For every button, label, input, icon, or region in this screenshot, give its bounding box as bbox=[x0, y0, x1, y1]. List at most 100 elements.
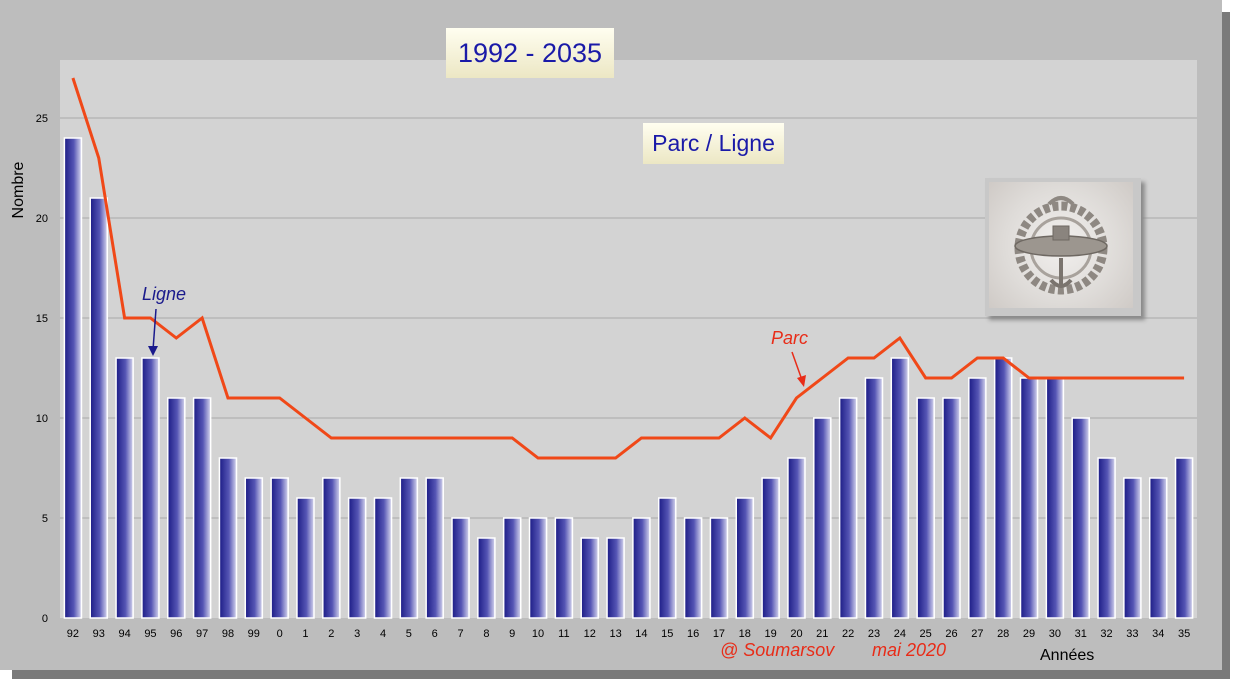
bar-series-ligne bbox=[63, 137, 1194, 619]
bar-12 bbox=[580, 537, 600, 619]
bar-15 bbox=[657, 497, 677, 619]
y-tick-label: 5 bbox=[42, 513, 48, 525]
x-axis-label: Années bbox=[1040, 647, 1095, 664]
bar-94 bbox=[115, 357, 134, 619]
x-tick-label: 1 bbox=[302, 628, 308, 640]
x-tick-label: 30 bbox=[1049, 628, 1061, 640]
ligne-arrow-head bbox=[148, 346, 158, 356]
bar-3 bbox=[347, 497, 367, 619]
y-tick-label: 0 bbox=[42, 613, 48, 625]
bar-9 bbox=[502, 517, 522, 619]
y-tick-label: 10 bbox=[36, 413, 48, 425]
bar-16 bbox=[683, 517, 703, 619]
x-tick-label: 28 bbox=[997, 628, 1009, 640]
bar-32 bbox=[1097, 457, 1116, 619]
bar-4 bbox=[373, 497, 393, 619]
x-tick-label: 8 bbox=[483, 628, 489, 640]
x-tick-label: 26 bbox=[945, 628, 957, 640]
x-tick-label: 22 bbox=[842, 628, 854, 640]
bar-35 bbox=[1174, 457, 1194, 619]
x-tick-label: 12 bbox=[584, 628, 596, 640]
bar-25 bbox=[916, 397, 935, 619]
x-tick-label: 10 bbox=[532, 628, 544, 640]
x-tick-label: 13 bbox=[609, 628, 621, 640]
bar-34 bbox=[1148, 477, 1168, 619]
bar-13 bbox=[606, 537, 625, 619]
x-tick-label: 11 bbox=[558, 628, 569, 640]
bar-28 bbox=[993, 357, 1013, 619]
x-tick-label: 19 bbox=[765, 628, 777, 640]
bar-19 bbox=[761, 477, 780, 619]
bar-97 bbox=[192, 397, 212, 619]
insignia-drawing bbox=[1014, 196, 1108, 295]
y-tick-label: 20 bbox=[36, 213, 48, 225]
x-tick-label: 9 bbox=[509, 628, 515, 640]
x-tick-label: 18 bbox=[739, 628, 751, 640]
annotation-arrows bbox=[148, 308, 806, 387]
x-tick-label: 15 bbox=[661, 628, 673, 640]
x-tick-label: 93 bbox=[93, 628, 105, 640]
x-tick-label: 97 bbox=[196, 628, 208, 640]
x-tick-label: 33 bbox=[1126, 628, 1138, 640]
x-tick-label: 17 bbox=[713, 628, 725, 640]
x-tick-label: 31 bbox=[1075, 628, 1087, 640]
x-tick-label: 32 bbox=[1100, 628, 1112, 640]
x-tick-label: 0 bbox=[277, 628, 283, 640]
bar-99 bbox=[244, 477, 264, 619]
x-tick-label: 23 bbox=[868, 628, 880, 640]
x-tick-label: 98 bbox=[222, 628, 234, 640]
x-tick-label: 4 bbox=[380, 628, 386, 640]
parc-arrow bbox=[791, 351, 803, 381]
x-tick-label: 94 bbox=[118, 628, 130, 640]
x-tick-label: 21 bbox=[816, 628, 828, 640]
bar-0 bbox=[270, 477, 289, 619]
bar-31 bbox=[1071, 417, 1090, 619]
bar-10 bbox=[528, 517, 548, 619]
bar-98 bbox=[218, 457, 238, 619]
bar-93 bbox=[89, 197, 109, 619]
x-tick-label: 6 bbox=[432, 628, 438, 640]
bar-11 bbox=[554, 517, 574, 619]
x-tick-label: 20 bbox=[790, 628, 802, 640]
x-tick-label: 34 bbox=[1152, 628, 1164, 640]
bar-21 bbox=[813, 417, 832, 619]
bar-29 bbox=[1019, 377, 1039, 619]
parc-line bbox=[71, 77, 1185, 460]
x-tick-label: 5 bbox=[406, 628, 412, 640]
ligne-arrow bbox=[152, 308, 157, 351]
x-tick-label: 99 bbox=[248, 628, 260, 640]
x-axis-ticks: 92 93 94 95 96 97 98 99 0 1 2 3 4 5 6 7 8 9 10 11 12 13 14 15 16… bbox=[67, 628, 1190, 640]
credit-date: mai 2020 bbox=[872, 640, 947, 660]
bar-1 bbox=[296, 497, 315, 619]
bar-33 bbox=[1123, 477, 1142, 619]
x-tick-label: 25 bbox=[920, 628, 932, 640]
bar-96 bbox=[167, 397, 186, 619]
y-axis-label: Nombre bbox=[10, 161, 27, 219]
x-tick-label: 3 bbox=[354, 628, 360, 640]
credit-author: @ Soumarsov bbox=[720, 640, 835, 660]
bar-18 bbox=[735, 497, 755, 619]
x-tick-label: 24 bbox=[894, 628, 906, 640]
x-tick-label: 92 bbox=[67, 628, 79, 640]
bar-30 bbox=[1045, 377, 1065, 619]
parc-arrow-head bbox=[797, 375, 806, 387]
bar-2 bbox=[322, 477, 341, 619]
x-tick-label: 2 bbox=[328, 628, 334, 640]
bar-27 bbox=[968, 377, 987, 619]
x-tick-label: 16 bbox=[687, 628, 699, 640]
y-axis-ticks: 0 5 10 15 20 25 bbox=[36, 113, 48, 625]
x-tick-label: 96 bbox=[170, 628, 182, 640]
bar-17 bbox=[709, 517, 729, 619]
bar-14 bbox=[632, 517, 651, 619]
x-tick-label: 29 bbox=[1023, 628, 1035, 640]
bar-22 bbox=[838, 397, 858, 619]
x-tick-label: 35 bbox=[1178, 628, 1190, 640]
bar-5 bbox=[399, 477, 419, 619]
chart-subtitle: Parc / Ligne bbox=[643, 123, 784, 164]
bar-24 bbox=[890, 357, 910, 619]
x-tick-label: 95 bbox=[144, 628, 156, 640]
bar-26 bbox=[942, 397, 961, 619]
bar-8 bbox=[477, 537, 496, 619]
